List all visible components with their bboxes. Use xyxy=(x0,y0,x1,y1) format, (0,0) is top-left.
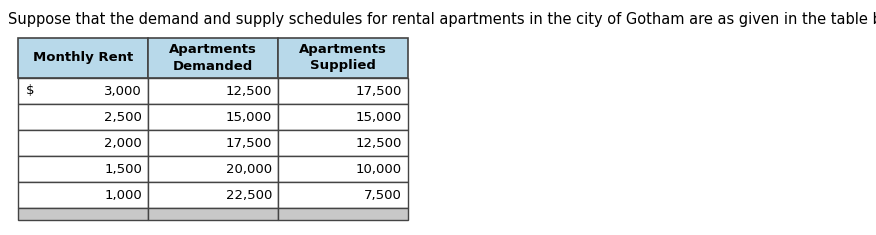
Bar xyxy=(278,182,408,208)
Text: Suppose that the demand and supply schedules for rental apartments in the city o: Suppose that the demand and supply sched… xyxy=(8,12,876,27)
Text: 20,000: 20,000 xyxy=(226,162,272,176)
Text: 17,500: 17,500 xyxy=(226,137,272,149)
Bar xyxy=(18,130,148,156)
Text: 1,500: 1,500 xyxy=(104,162,142,176)
Bar xyxy=(148,38,278,78)
Text: 1,000: 1,000 xyxy=(104,188,142,201)
Text: 2,500: 2,500 xyxy=(104,110,142,124)
Text: 22,500: 22,500 xyxy=(226,188,272,201)
Bar xyxy=(278,130,408,156)
Bar xyxy=(148,104,278,130)
Text: Apartments
Supplied: Apartments Supplied xyxy=(299,43,387,73)
Text: 12,500: 12,500 xyxy=(356,137,402,149)
Bar xyxy=(18,78,148,104)
Text: 17,500: 17,500 xyxy=(356,85,402,98)
Text: 15,000: 15,000 xyxy=(356,110,402,124)
Text: Apartments
Demanded: Apartments Demanded xyxy=(169,43,257,73)
Text: 7,500: 7,500 xyxy=(364,188,402,201)
Text: 2,000: 2,000 xyxy=(104,137,142,149)
Bar xyxy=(278,78,408,104)
Bar xyxy=(278,104,408,130)
Bar xyxy=(18,182,148,208)
Bar xyxy=(148,78,278,104)
Text: Monthly Rent: Monthly Rent xyxy=(33,51,133,64)
Bar xyxy=(18,208,148,220)
Bar xyxy=(18,156,148,182)
Text: 3,000: 3,000 xyxy=(104,85,142,98)
Bar xyxy=(18,38,148,78)
Bar xyxy=(18,104,148,130)
Text: 10,000: 10,000 xyxy=(356,162,402,176)
Bar xyxy=(148,130,278,156)
Bar xyxy=(148,208,278,220)
Bar xyxy=(278,208,408,220)
Text: 12,500: 12,500 xyxy=(226,85,272,98)
Text: 15,000: 15,000 xyxy=(226,110,272,124)
Bar xyxy=(278,38,408,78)
Bar xyxy=(148,156,278,182)
Text: $: $ xyxy=(26,85,34,98)
Bar xyxy=(148,182,278,208)
Bar xyxy=(278,156,408,182)
